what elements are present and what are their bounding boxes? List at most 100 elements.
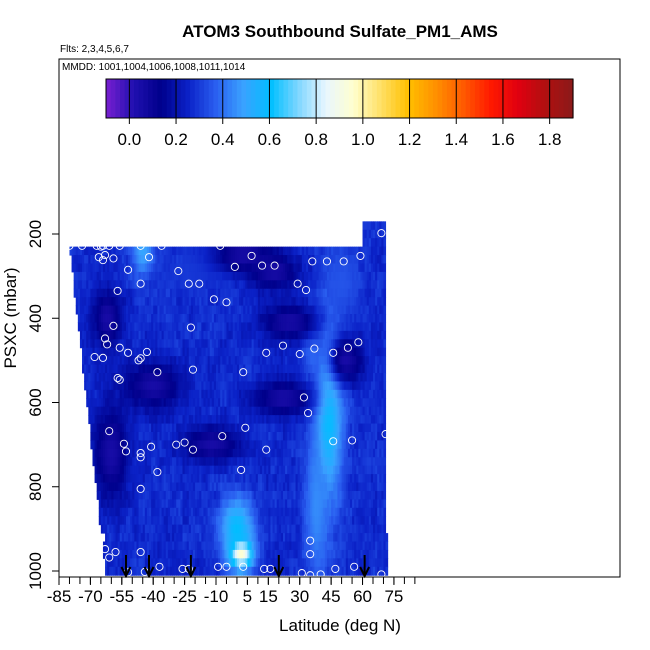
heatmap-cell — [270, 271, 274, 281]
heatmap-cell — [306, 255, 309, 264]
heatmap-cell — [140, 524, 144, 534]
heatmap-cell — [98, 423, 102, 433]
heatmap-cell — [236, 423, 240, 433]
heatmap-cell — [226, 431, 230, 441]
heatmap-cell — [352, 507, 355, 517]
heatmap-cell — [326, 490, 330, 500]
heatmap-cell — [188, 347, 192, 357]
heatmap-cell — [360, 448, 364, 458]
heatmap-cell — [370, 474, 374, 484]
heatmap-cell — [299, 305, 303, 315]
heatmap-cell — [107, 255, 110, 264]
heatmap-cell — [180, 507, 184, 517]
heatmap-cell — [370, 448, 374, 458]
heatmap-cell — [381, 465, 384, 475]
heatmap-cell — [368, 516, 372, 526]
heatmap-cell — [220, 322, 223, 332]
heatmap-cell — [132, 356, 135, 366]
heatmap-cell — [278, 415, 282, 425]
heatmap-cell — [222, 499, 225, 509]
heatmap-cell — [264, 330, 267, 340]
heatmap-cell — [368, 229, 372, 239]
heatmap-cell — [224, 423, 227, 433]
heatmap-cell — [308, 263, 311, 273]
heatmap-cell — [287, 347, 290, 357]
heatmap-cell — [176, 474, 179, 484]
colorbar-tick-label: 1.8 — [538, 130, 562, 149]
heatmap-cell — [174, 398, 177, 408]
heatmap-cell — [163, 339, 167, 349]
heatmap-cell — [153, 246, 156, 256]
heatmap-cell — [276, 457, 280, 467]
heatmap-cell — [165, 423, 169, 433]
heatmap-cell — [354, 314, 357, 323]
heatmap-cell — [226, 347, 230, 357]
heatmap-cell — [113, 364, 117, 374]
heatmap-cell — [362, 448, 366, 458]
heatmap-cell — [379, 280, 382, 290]
heatmap-cell — [102, 524, 106, 534]
heatmap-cell — [178, 457, 181, 467]
heatmap-cell — [209, 356, 213, 366]
heatmap-cell — [324, 255, 328, 264]
heatmap-cell — [184, 482, 188, 492]
heatmap-cell — [107, 389, 110, 399]
heatmap-cell — [222, 490, 225, 500]
heatmap-cell — [310, 465, 313, 475]
heatmap-cell — [138, 255, 142, 264]
heatmap-cell — [316, 373, 320, 382]
heatmap-cell — [190, 297, 194, 307]
heatmap-cell — [291, 516, 294, 526]
heatmap-cell — [134, 524, 137, 534]
heatmap-cell — [295, 339, 299, 349]
heatmap-cell — [157, 524, 160, 534]
heatmap-cell — [318, 288, 322, 298]
heatmap-cell — [241, 448, 244, 458]
heatmap-cell — [368, 398, 372, 408]
heatmap-cell — [312, 373, 315, 382]
heatmap-cell — [236, 507, 240, 517]
heatmap-cell — [349, 364, 353, 374]
heatmap-cell — [132, 297, 135, 307]
heatmap-cell — [349, 356, 353, 366]
heatmap-cell — [157, 423, 160, 433]
heatmap-cell — [182, 246, 186, 256]
heatmap-cell — [146, 330, 150, 340]
heatmap-cell — [274, 373, 278, 382]
heatmap-cell — [174, 330, 177, 340]
heatmap-cell — [383, 330, 387, 340]
heatmap-cell — [153, 406, 156, 416]
heatmap-cell — [278, 271, 282, 281]
heatmap-cell — [176, 288, 179, 298]
heatmap-cell — [176, 516, 179, 526]
heatmap-cell — [134, 448, 137, 458]
heatmap-cell — [297, 373, 301, 382]
heatmap-cell — [358, 482, 361, 492]
heatmap-cell — [303, 322, 307, 332]
heatmap-cell — [88, 373, 91, 382]
heatmap-cell — [377, 255, 380, 264]
heatmap-cell — [259, 381, 263, 391]
heatmap-cell — [383, 288, 387, 298]
heatmap-cell — [245, 381, 248, 391]
heatmap-cell — [316, 381, 320, 391]
heatmap-cell — [266, 330, 269, 340]
heatmap-cell — [312, 339, 315, 349]
heatmap-cell — [312, 482, 315, 492]
heatmap-cell — [205, 322, 209, 332]
heatmap-cell — [272, 280, 276, 290]
heatmap-cell — [280, 448, 284, 458]
heatmap-cell — [322, 322, 326, 332]
heatmap-cell — [268, 280, 271, 290]
heatmap-cell — [375, 490, 378, 500]
heatmap-cell — [184, 440, 188, 450]
heatmap-cell — [255, 373, 259, 382]
heatmap-cell — [230, 524, 234, 534]
heatmap-cell — [88, 364, 91, 374]
heatmap-cell — [293, 288, 297, 298]
heatmap-cell — [155, 381, 158, 391]
heatmap-cell — [299, 431, 303, 441]
heatmap-cell — [107, 288, 110, 298]
heatmap-cell — [272, 516, 276, 526]
heatmap-cell — [218, 482, 221, 492]
